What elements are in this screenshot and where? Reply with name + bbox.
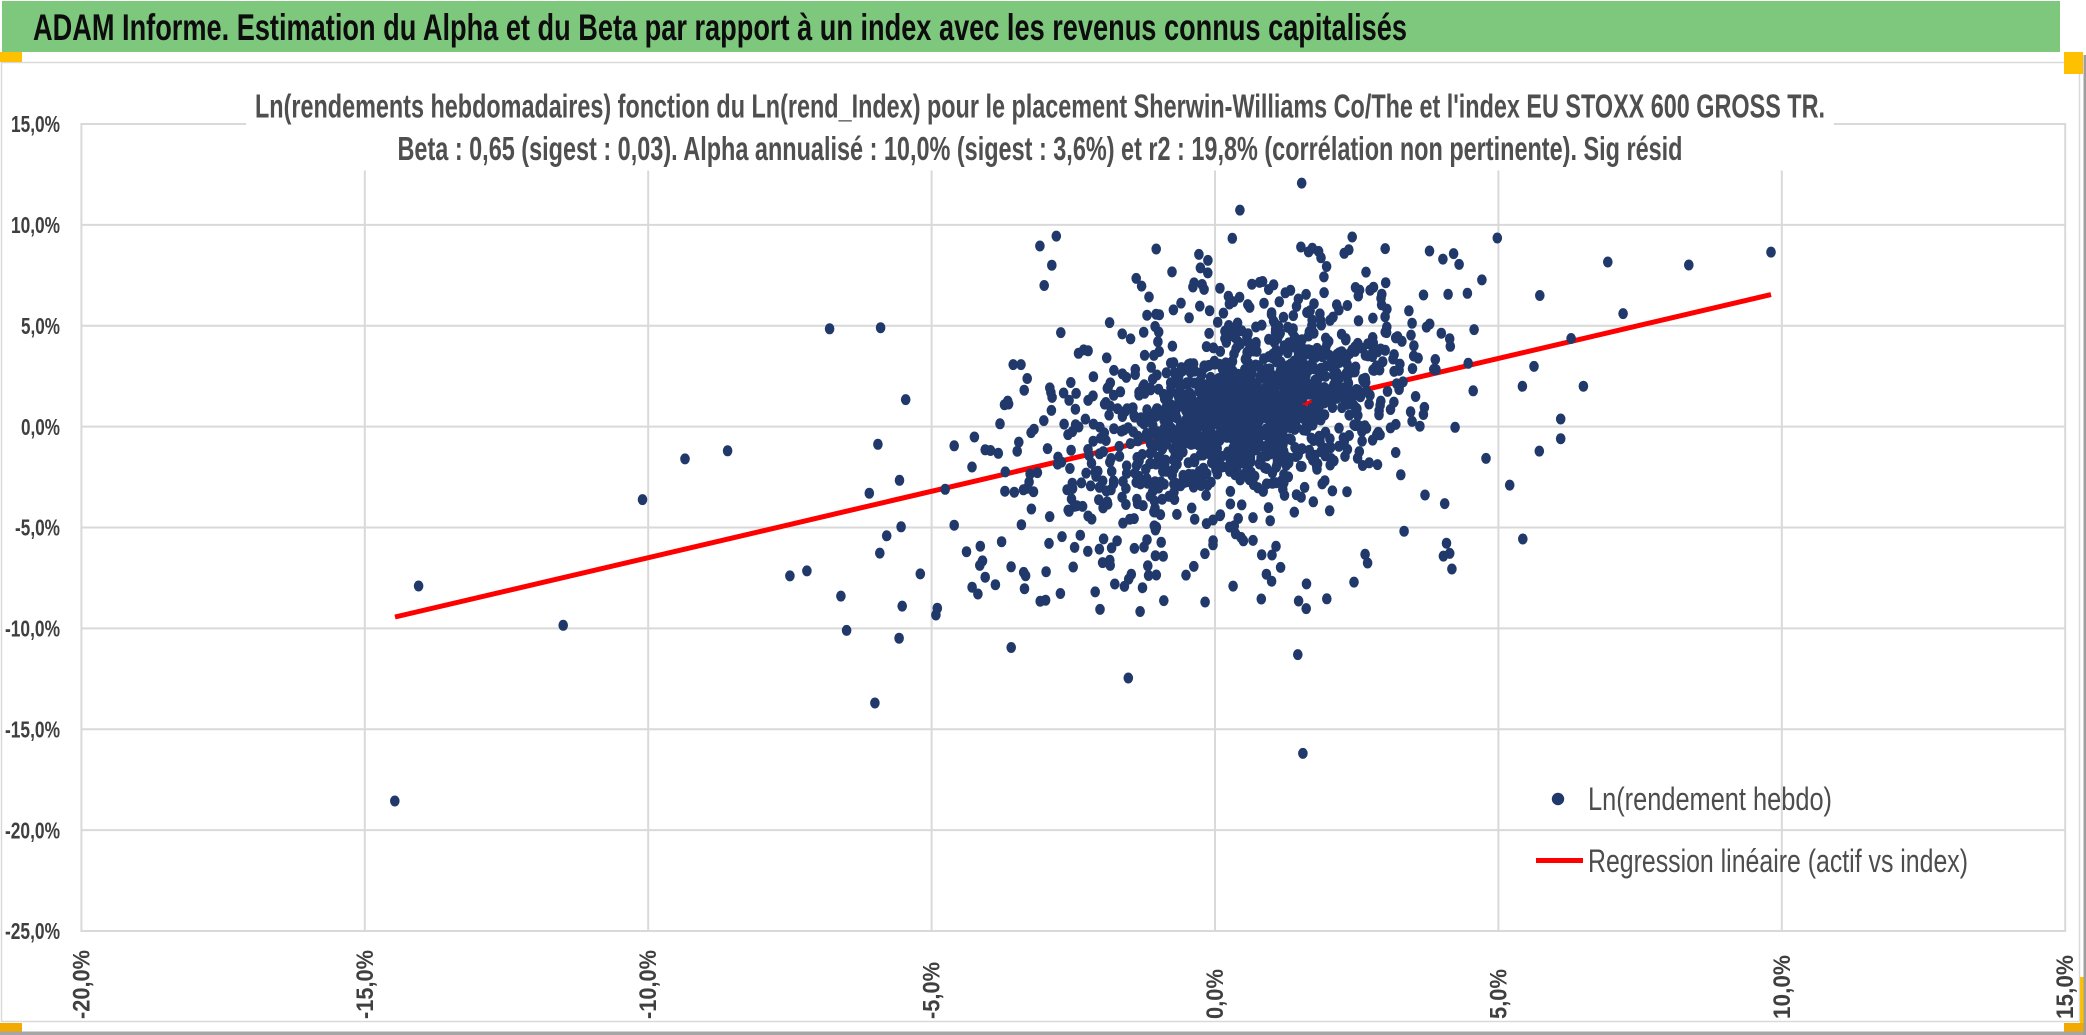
svg-text:-10,0%: -10,0% [635,950,662,1019]
svg-text:Regression linéaire (actif vs: Regression linéaire (actif vs index) [1588,843,1968,879]
svg-text:15,0%: 15,0% [11,111,60,137]
svg-text:5,0%: 5,0% [1485,969,1512,1019]
svg-text:Beta : 0,65 (sigest : 0,03). A: Beta : 0,65 (sigest : 0,03). Alpha annua… [398,130,1683,167]
svg-text:-15,0%: -15,0% [5,717,60,743]
svg-text:ADAM Informe. Estimation du Al: ADAM Informe. Estimation du Alpha et du … [33,7,1407,48]
svg-text:10,0%: 10,0% [11,212,60,238]
svg-text:0,0%: 0,0% [1202,969,1229,1019]
svg-text:5,0%: 5,0% [21,313,60,339]
svg-text:-20,0%: -20,0% [68,950,95,1019]
svg-text:-20,0%: -20,0% [5,817,60,843]
svg-text:-5,0%: -5,0% [15,515,60,541]
svg-text:15,0%: 15,0% [2052,955,2079,1019]
svg-text:-10,0%: -10,0% [5,616,60,642]
svg-text:Ln(rendement hebdo): Ln(rendement hebdo) [1588,781,1832,817]
svg-text:-25,0%: -25,0% [5,918,60,944]
svg-text:-15,0%: -15,0% [352,950,379,1019]
svg-text:10,0%: 10,0% [1769,955,1796,1019]
svg-text:0,0%: 0,0% [21,414,60,440]
svg-text:-5,0%: -5,0% [919,962,946,1019]
svg-text:Ln(rendements hebdomadaires) f: Ln(rendements hebdomadaires) fonction du… [255,88,1825,125]
